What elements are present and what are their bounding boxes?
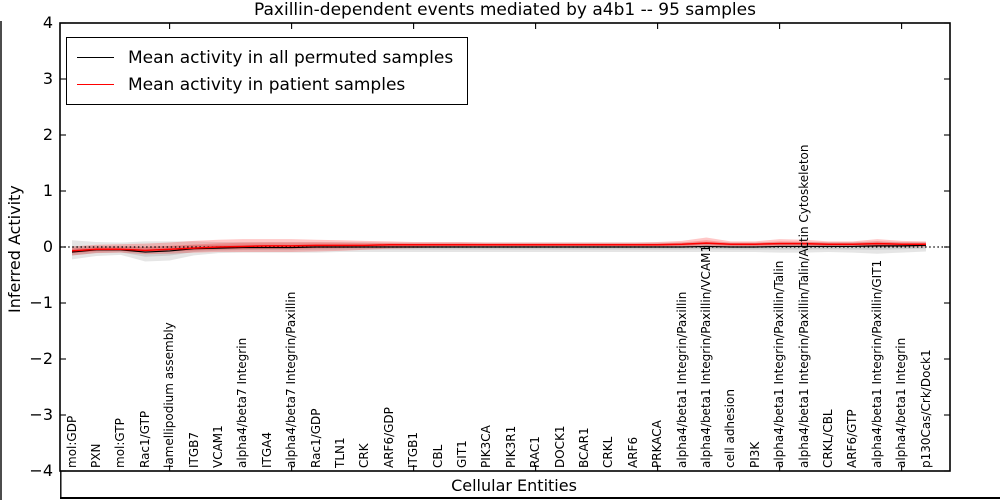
x-tick-label: ARF6 — [625, 436, 640, 468]
x-axis-label: Cellular Entities — [451, 476, 577, 495]
legend-entry-patient: Mean activity in patient samples — [77, 71, 453, 98]
x-tick-label: alpha4/beta1 Integrin/Paxillin/Talin/Act… — [796, 144, 811, 468]
x-tick-label: alpha4/beta1 Integrin/Paxillin/VCAM1 — [698, 244, 713, 468]
x-tick-label: cell adhesion — [723, 389, 738, 468]
y-tick-label: −4 — [29, 461, 53, 480]
x-tick-label: PRKACA — [650, 420, 665, 468]
x-tick-label: TLN1 — [332, 437, 347, 468]
x-tick-label: CBL — [430, 444, 445, 468]
x-tick-label: mol:GTP — [113, 418, 128, 468]
x-tick-label: ITGA4 — [259, 431, 274, 468]
x-tick-label: ITGB1 — [406, 431, 421, 468]
x-tick-label: PIK3CA — [479, 425, 494, 468]
y-tick-label: 2 — [42, 125, 53, 144]
legend-label-patient: Mean activity in patient samples — [128, 74, 406, 95]
legend-entry-permuted: Mean activity in all permuted samples — [77, 44, 453, 71]
x-tick-label: BCAR1 — [576, 427, 591, 468]
x-tick-label: VCAM1 — [210, 425, 225, 468]
y-tick-label: −2 — [29, 349, 53, 368]
x-tick-label: p130Cas/Crk/Dock1 — [918, 349, 933, 468]
x-tick-label: ITGB7 — [186, 431, 201, 468]
x-tick-label: DOCK1 — [552, 425, 567, 468]
x-tick-label: Rac1/GDP — [308, 408, 323, 468]
y-tick-label: −3 — [29, 405, 53, 424]
legend: Mean activity in all permuted samples Me… — [66, 37, 469, 105]
chart-title: Paxillin-dependent events mediated by a4… — [254, 0, 756, 20]
x-tick-label: Rac1/GTP — [137, 410, 152, 468]
x-tick-label: PXN — [88, 443, 103, 468]
x-tick-label: alpha4/beta1 Integrin/Paxillin/Talin — [772, 260, 787, 468]
x-tick-label: ARF6/GTP — [845, 409, 860, 468]
y-tick-label: 1 — [42, 181, 53, 200]
y-tick-label: 0 — [42, 237, 53, 256]
x-tick-label: CRK — [357, 443, 372, 468]
x-tick-label: mol:GDP — [64, 415, 79, 468]
x-tick-label: lamellipodium assembly — [162, 322, 177, 468]
x-tick-label: alpha4/beta1 Integrin — [894, 337, 909, 468]
x-tick-label: RAC1 — [528, 436, 543, 468]
x-tick-label: alpha4/beta7 Integrin/Paxillin — [284, 291, 299, 468]
legend-line-permuted-icon — [77, 57, 114, 58]
y-tick-label: 3 — [42, 69, 53, 88]
x-tick-label: CRKL — [601, 436, 616, 468]
x-tick-label: ARF6/GDP — [381, 407, 396, 468]
legend-label-permuted: Mean activity in all permuted samples — [128, 47, 454, 68]
x-tick-label: alpha4/beta1 Integrin/Paxillin/GIT1 — [869, 259, 884, 468]
x-tick-label: PI3K — [747, 441, 762, 468]
x-tick-label: CRKL/CBL — [820, 409, 835, 468]
y-tick-label: 4 — [42, 13, 53, 32]
x-tick-label: PIK3R1 — [503, 425, 518, 468]
y-tick-label: −1 — [29, 293, 53, 312]
legend-line-patient-icon — [77, 84, 114, 85]
x-tick-label: alpha4/beta1 Integrin/Paxillin — [674, 291, 689, 468]
x-tick-label: GIT1 — [454, 440, 469, 468]
x-tick-label: alpha4/beta7 Integrin — [235, 337, 250, 468]
